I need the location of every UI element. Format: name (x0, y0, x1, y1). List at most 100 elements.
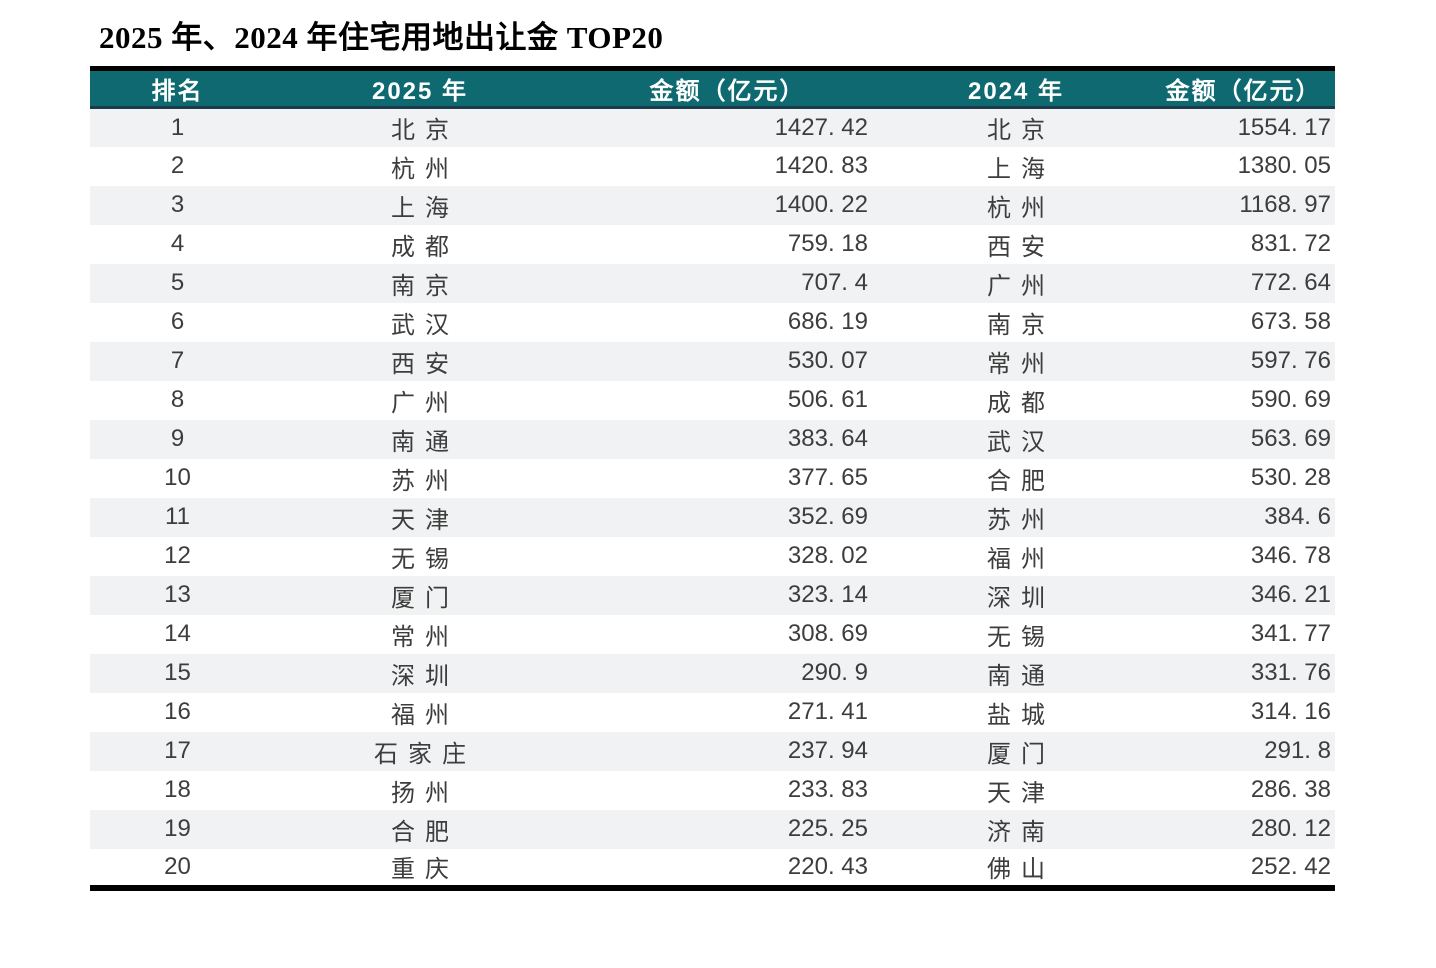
amount-2024-cell: 1168. 97 (1239, 191, 1331, 218)
city-2025-cell: 北京 (391, 117, 459, 145)
rank-cell: 13 (164, 581, 191, 608)
amount-2025-cell: 290. 9 (801, 659, 868, 686)
city-2025-cell: 西安 (391, 350, 459, 378)
city-2025-cell: 福州 (391, 701, 459, 729)
table-row: 11 天津 352. 69 苏州 384. 6 (90, 497, 1335, 537)
city-2024-cell: 南通 (987, 662, 1055, 690)
rank-cell: 14 (164, 620, 191, 647)
amount-2024-cell: 563. 69 (1250, 425, 1331, 452)
rank-cell: 1 (170, 113, 185, 141)
city-2024-cell: 合肥 (987, 467, 1055, 495)
rank-cell: 20 (164, 852, 191, 880)
amount-2025-cell: 323. 14 (787, 581, 868, 608)
amount-2024-cell: 590. 69 (1250, 386, 1331, 413)
city-2024-cell: 天津 (987, 779, 1055, 807)
amount-2024-cell: 286. 38 (1250, 776, 1331, 803)
city-2024-cell: 武汉 (987, 428, 1055, 456)
amount-2025-cell: 1427. 42 (774, 113, 868, 141)
rank-cell: 3 (170, 191, 185, 218)
rank-cell: 18 (164, 776, 191, 803)
table-row: 14 常州 308. 69 无锡 341. 77 (90, 614, 1335, 654)
city-2024-cell: 南京 (987, 311, 1055, 339)
table-row: 4 成都 759. 18 西安 831. 72 (90, 224, 1335, 264)
table-row: 12 无锡 328. 02 福州 346. 78 (90, 536, 1335, 576)
amount-2025-cell: 383. 64 (787, 425, 868, 452)
city-2024-cell: 苏州 (987, 506, 1055, 534)
city-2025-cell: 厦门 (391, 584, 459, 612)
header-amount-2025: 金额（亿元） (575, 68, 880, 109)
land-sales-table: 排名 2025 年 金额（亿元） 2024 年 金额（亿元） 1 北京 1427. … (90, 66, 1335, 891)
table-row: 8 广州 506. 61 成都 590. 69 (90, 380, 1335, 420)
amount-2024-cell: 530. 28 (1250, 464, 1331, 491)
amount-2025-cell: 271. 41 (787, 698, 868, 725)
city-2025-cell: 南通 (391, 428, 459, 456)
amount-2024-cell: 280. 12 (1250, 815, 1331, 842)
amount-2025-cell: 707. 4 (801, 269, 868, 296)
rank-cell: 11 (165, 503, 190, 530)
amount-2024-cell: 346. 78 (1250, 542, 1331, 569)
table-header: 排名 2025 年 金额（亿元） 2024 年 金额（亿元） (90, 68, 1335, 109)
table-row: 19 合肥 225. 25 济南 280. 12 (90, 809, 1335, 849)
amount-2025-cell: 1420. 83 (774, 152, 868, 179)
city-2025-cell: 上海 (391, 194, 459, 222)
city-2025-cell: 武汉 (391, 311, 459, 339)
table-row: 15 深圳 290. 9 南通 331. 76 (90, 653, 1335, 693)
page-title: 2025 年、2024 年住宅用地出让金 TOP20 (99, 20, 664, 55)
table-row: 9 南通 383. 64 武汉 563. 69 (90, 419, 1335, 459)
amount-2025-cell: 686. 19 (787, 308, 868, 335)
city-2024-cell: 广州 (987, 272, 1055, 300)
amount-2025-cell: 220. 43 (787, 852, 868, 880)
rank-cell: 2 (170, 152, 185, 179)
table-row: 6 武汉 686. 19 南京 673. 58 (90, 302, 1335, 342)
amount-2024-cell: 384. 6 (1264, 503, 1331, 530)
table-row: 20 重庆 220. 43 佛山 252. 42 (90, 848, 1335, 888)
amount-2025-cell: 377. 65 (787, 464, 868, 491)
amount-2024-cell: 673. 58 (1250, 308, 1331, 335)
city-2025-cell: 石家庄 (374, 740, 476, 768)
rank-cell: 12 (164, 542, 191, 569)
amount-2024-cell: 331. 76 (1250, 659, 1331, 686)
amount-2024-cell: 772. 64 (1250, 269, 1331, 296)
table-row: 5 南京 707. 4 广州 772. 64 (90, 263, 1335, 303)
amount-2025-cell: 225. 25 (787, 815, 868, 842)
header-amount-2024: 金额（亿元） (1152, 68, 1335, 109)
rank-cell: 19 (164, 815, 191, 842)
amount-2024-cell: 1554. 17 (1237, 113, 1331, 141)
header-city-2024: 2024 年 (880, 68, 1152, 109)
amount-2024-cell: 831. 72 (1250, 230, 1331, 257)
table-row: 16 福州 271. 41 盐城 314. 16 (90, 692, 1335, 732)
amount-2025-cell: 506. 61 (787, 386, 868, 413)
rank-cell: 9 (170, 425, 185, 452)
city-2025-cell: 广州 (391, 389, 459, 417)
rank-cell: 5 (170, 269, 185, 296)
rank-cell: 8 (170, 386, 185, 413)
amount-2024-cell: 346. 21 (1250, 581, 1331, 608)
city-2024-cell: 杭州 (987, 194, 1055, 222)
amount-2025-cell: 328. 02 (787, 542, 868, 569)
table-row: 3 上海 1400. 22 杭州 1168. 97 (90, 185, 1335, 225)
city-2024-cell: 成都 (987, 389, 1055, 417)
city-2024-cell: 福州 (987, 545, 1055, 573)
amount-2025-cell: 233. 83 (787, 776, 868, 803)
amount-2025-cell: 237. 94 (787, 737, 868, 764)
table-row: 13 厦门 323. 14 深圳 346. 21 (90, 575, 1335, 615)
city-2025-cell: 常州 (391, 623, 459, 651)
city-2024-cell: 北京 (987, 117, 1055, 145)
amount-2025-cell: 1400. 22 (774, 191, 868, 218)
amount-2025-cell: 530. 07 (787, 347, 868, 374)
rank-cell: 17 (164, 737, 191, 764)
amount-2024-cell: 1380. 05 (1237, 152, 1331, 179)
rank-cell: 4 (170, 230, 185, 257)
city-2024-cell: 济南 (987, 818, 1055, 846)
table-row: 7 西安 530. 07 常州 597. 76 (90, 341, 1335, 381)
city-2024-cell: 无锡 (987, 623, 1055, 651)
amount-2024-cell: 341. 77 (1250, 620, 1331, 647)
amount-2024-cell: 597. 76 (1250, 347, 1331, 374)
city-2025-cell: 无锡 (391, 545, 459, 573)
city-2024-cell: 西安 (987, 233, 1055, 261)
city-2024-cell: 深圳 (987, 584, 1055, 612)
amount-2025-cell: 352. 69 (787, 503, 868, 530)
amount-2024-cell: 314. 16 (1250, 698, 1331, 725)
city-2024-cell: 盐城 (987, 701, 1055, 729)
